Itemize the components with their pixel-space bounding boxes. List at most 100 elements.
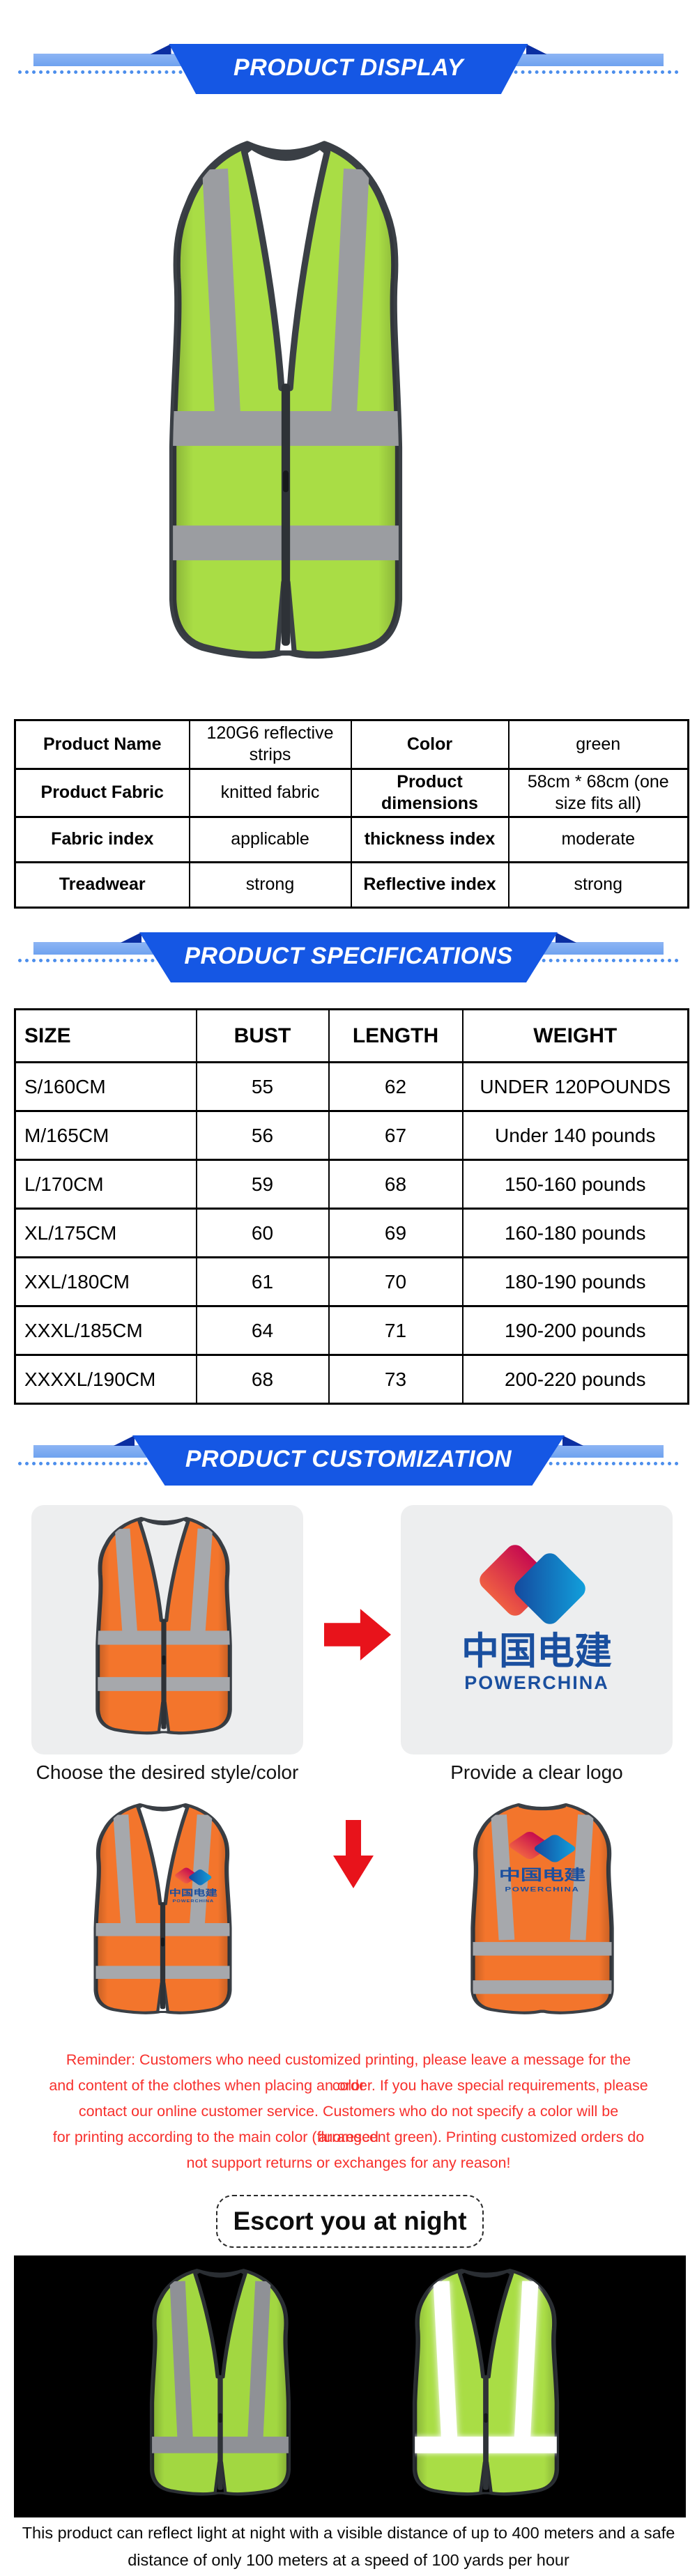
table-cell: 180-190 pounds [461,1256,689,1307]
table-cell: strong [507,861,689,909]
table-cell: 55 [195,1061,330,1112]
banner-trapezoid: PRODUCT SPECIFICATIONS [139,932,558,982]
reminder-line: and content of the clothes when placing … [49,2077,648,2094]
table-row: Product Name 120G6 reflective strips Color… [14,719,689,770]
table-cell: Product Fabric [14,767,190,818]
banner-trapezoid: PRODUCT DISPLAY [169,44,528,94]
table-cell: XXL/180CM [14,1256,197,1307]
svg-text:中国电建: 中国电建 [169,1888,217,1898]
table-row: Treadwear strong Reflective index strong [14,861,689,909]
table-cell: moderate [507,816,689,863]
table-cell: 67 [328,1110,464,1161]
column-header: BUST [195,1008,330,1063]
table-cell: Reflective index [350,861,510,909]
banner-fold-right [556,932,576,943]
table-cell: Under 140 pounds [461,1110,689,1161]
product-info-table: Product Name 120G6 reflective strips Color… [14,719,689,909]
caption-provide-logo: Provide a clear logo [450,1761,623,1783]
reminder-text: Reminder: Customers who need customized … [49,2047,648,2176]
table-cell: knitted fabric [188,767,352,818]
column-header: LENGTH [328,1008,464,1063]
table-cell: 69 [328,1208,464,1258]
footer-line: distance of only 100 meters at a speed o… [128,2551,569,2569]
banner-trapezoid: PRODUCT CUSTOMIZATION [132,1435,565,1486]
arrow-right-icon [324,1609,391,1660]
powerchina-logo: 中国电建 POWERCHINA [461,1545,612,1693]
table-cell: 68 [195,1354,330,1405]
table-row: XXXXL/190CM 68 73 200-220 pounds [14,1354,689,1405]
table-row: Fabric index applicable thickness index mod… [14,816,689,863]
table-row: XL/175CM 60 69 160-180 pounds [14,1208,689,1258]
svg-text:POWERCHINA: POWERCHINA [172,1899,214,1904]
column-header: SIZE [14,1008,197,1063]
table-cell: Product dimensions [350,767,510,818]
svg-text:POWERCHINA: POWERCHINA [505,1887,579,1893]
banner-product-specifications: PRODUCT SPECIFICATIONS [0,932,697,996]
table-cell: 200-220 pounds [461,1354,689,1405]
vest-night-glowing [396,2267,576,2508]
banner-fold-left [150,44,171,54]
reminder-line: contact our online customer service. Cus… [78,2103,619,2145]
banner-title: PRODUCT CUSTOMIZATION [185,1445,512,1472]
table-cell: 58cm * 68cm (one size fits all) [507,767,689,818]
banner-fold-right [526,44,547,54]
table-cell: 64 [195,1305,330,1356]
vest-night-normal [134,2267,307,2508]
table-cell: 160-180 pounds [461,1208,689,1258]
reminder-line: for printing according to the main color… [52,2129,645,2145]
size-chart-table: SIZE BUST LENGTH WEIGHT S/160CM 55 62 UNDER 12… [14,1008,689,1405]
table-row: Product Fabric knitted fabric Product dime… [14,767,689,818]
banner-title: PRODUCT SPECIFICATIONS [184,942,513,969]
svg-text:中国电建: 中国电建 [499,1867,586,1883]
banner-product-display: PRODUCT DISPLAY [0,44,697,108]
arrow-down-icon [333,1820,374,1888]
logo-diamond-icon [480,1545,585,1624]
table-row: M/165CM 56 67 Under 140 pounds [14,1110,689,1161]
banner-product-customization: PRODUCT CUSTOMIZATION [0,1435,697,1499]
green-vest-photo [143,136,429,686]
table-cell: UNDER 120POUNDS [461,1061,689,1112]
printed-vest-front: 中国电建 POWERCHINA [78,1801,247,2026]
table-cell: 70 [328,1256,464,1307]
table-cell: XL/175CM [14,1208,197,1258]
night-reflective-panel [14,2255,686,2517]
table-cell: 61 [195,1256,330,1307]
table-cell: thickness index [350,816,510,863]
table-cell: Product Name [14,719,190,770]
orange-vest-sample [80,1515,247,1746]
logo-en-text: POWERCHINA [464,1672,609,1693]
printed-vest-back: 中国电建 POWERCHINA [454,1801,630,2026]
table-cell: strong [188,861,352,909]
table-row: S/160CM 55 62 UNDER 120POUNDS [14,1061,689,1112]
logo-cn-text: 中国电建 [461,1630,612,1672]
table-cell: L/170CM [14,1159,197,1210]
footer-line: This product can reflect light at night … [22,2524,675,2542]
footer-caption: This product can reflect light at night … [0,2520,697,2574]
table-cell: green [507,719,689,770]
table-cell: Fabric index [14,816,190,863]
banner-title: PRODUCT DISPLAY [233,54,464,81]
table-cell: 190-200 pounds [461,1305,689,1356]
table-row: XXXL/185CM 64 71 190-200 pounds [14,1305,689,1356]
table-cell: Color [350,719,510,770]
table-cell: Treadwear [14,861,190,909]
table-cell: 56 [195,1110,330,1161]
logo-sample-card: 中国电建 POWERCHINA [401,1505,673,1754]
table-cell: 120G6 reflective strips [188,719,352,770]
escort-you-at-night-badge: Escort you at night [216,2195,484,2248]
reminder-line: Reminder: Customers who need customized … [66,2051,631,2094]
table-cell: XXXXL/190CM [14,1354,197,1405]
style-choice-card [31,1505,303,1754]
table-cell: S/160CM [14,1061,197,1112]
table-cell: 59 [195,1159,330,1210]
banner-fold-left [121,932,141,943]
table-cell: 150-160 pounds [461,1159,689,1210]
table-cell: 73 [328,1354,464,1405]
banner-fold-left [114,1435,135,1446]
table-cell: XXXL/185CM [14,1305,197,1356]
table-cell: 68 [328,1159,464,1210]
reminder-line: not support returns or exchanges for any… [186,2154,511,2171]
table-row: L/170CM 59 68 150-160 pounds [14,1159,689,1210]
table-cell: 71 [328,1305,464,1356]
